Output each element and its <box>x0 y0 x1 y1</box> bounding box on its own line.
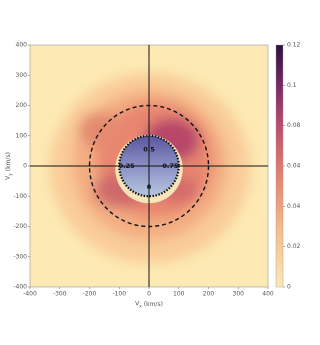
y-tick-label: 200 <box>16 102 28 109</box>
inset-label: 0 <box>147 183 152 191</box>
colorbar <box>275 44 284 288</box>
y-tick-label: 0 <box>23 163 27 170</box>
x-tick-label: 400 <box>262 291 274 298</box>
y-axis-label: Vy (km/s) <box>5 152 14 180</box>
y-tick-label: -400 <box>13 284 27 291</box>
x-tick-label: 100 <box>173 291 185 298</box>
colorbar-tick-label: 0.08 <box>287 122 301 129</box>
x-tick-label: -200 <box>83 291 97 298</box>
inset-label: 0.25 <box>119 162 136 170</box>
y-tick-label: 100 <box>16 132 28 139</box>
colorbar-tick-label: 0 <box>287 284 291 291</box>
x-tick-label: -400 <box>23 291 37 298</box>
x-tick-label: -100 <box>112 291 126 298</box>
inset-label: 0.75 <box>162 162 179 170</box>
x-tick-label: 200 <box>203 291 215 298</box>
colorbar-tick-label: 0.04 <box>287 203 301 210</box>
y-tick-label: 400 <box>16 42 28 49</box>
colorbar-tick-label: 0.12 <box>287 42 301 49</box>
y-tick-label: -100 <box>13 193 27 200</box>
inset-label: 0.5 <box>143 145 155 153</box>
colorbar-tick-label: 0.04 <box>287 163 301 170</box>
colorbar-tick-label: 0.1 <box>287 82 297 89</box>
x-tick-label: -300 <box>53 291 67 298</box>
x-tick-label: 0 <box>147 291 151 298</box>
x-tick-label: 300 <box>233 291 245 298</box>
y-tick-label: 300 <box>16 72 28 79</box>
y-tick-label: -200 <box>13 223 27 230</box>
x-axis-label: Vx (km/s) <box>135 301 163 310</box>
colorbar-tick-label: 0.02 <box>287 243 301 250</box>
y-tick-label: -300 <box>13 253 27 260</box>
